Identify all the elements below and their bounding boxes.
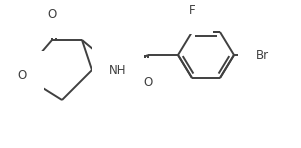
Text: F: F <box>189 4 195 16</box>
Text: O: O <box>47 8 57 21</box>
Text: NH: NH <box>109 63 127 77</box>
Text: O: O <box>17 69 26 82</box>
Text: Br: Br <box>256 49 268 62</box>
Text: O: O <box>143 75 153 89</box>
